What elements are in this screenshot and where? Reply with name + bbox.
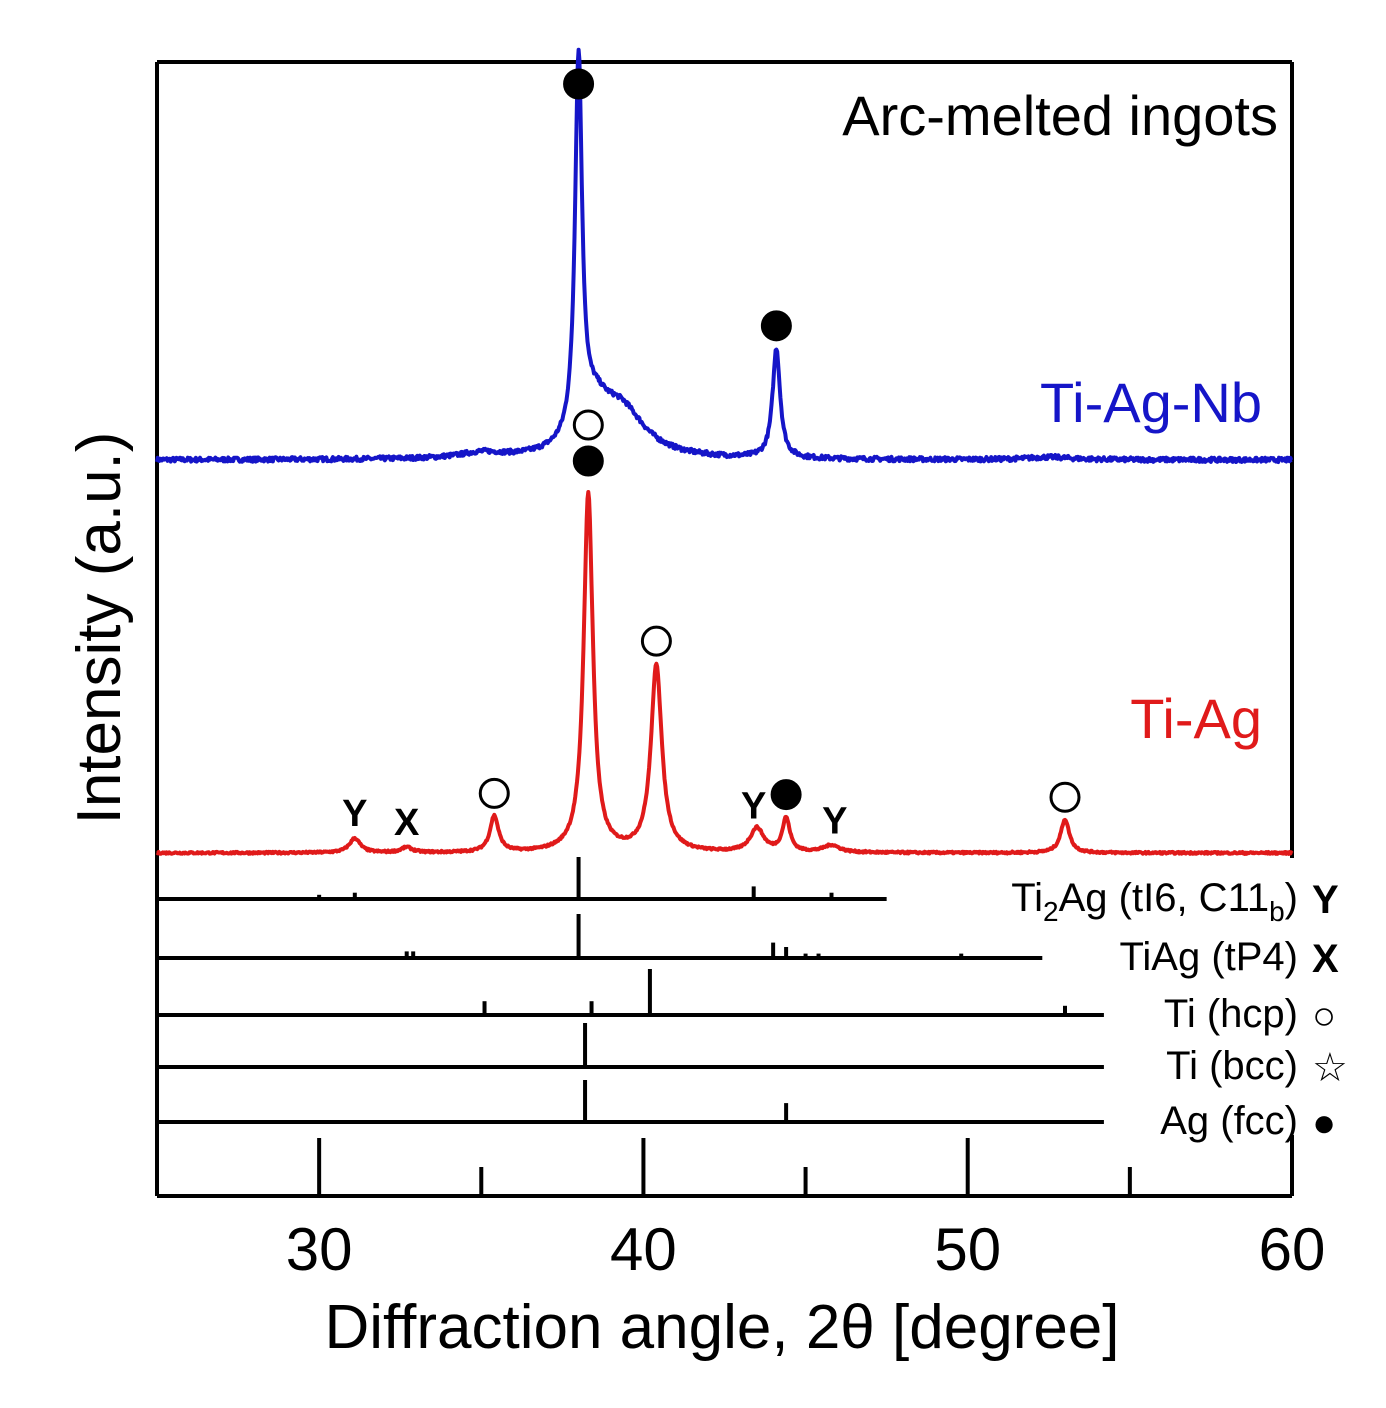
ag-fcc-marker	[760, 310, 792, 342]
ref-label-part: )	[1285, 876, 1298, 920]
x-axis-label: Diffraction angle, 2θ [degree]	[324, 1293, 1119, 1362]
ref-label: Ti2Ag (tI6, C11b)	[1011, 876, 1298, 927]
ref-label: Ag (fcc)	[1160, 1099, 1298, 1143]
ref-pattern-4: Ti (bcc) ☆	[157, 1023, 1348, 1090]
plot-frame	[155, 60, 1294, 1198]
ref-pattern-5: Ag (fcc) ●	[157, 1080, 1336, 1145]
series-label-ti-ag: Ti-Ag	[1130, 687, 1262, 750]
ti-hcp-marker	[478, 777, 510, 809]
ref-symbol: ●	[1312, 1101, 1336, 1145]
phase-letter-marker: Y	[342, 793, 367, 835]
chart-title: Arc-melted ingots	[842, 84, 1278, 147]
ti-hcp-marker	[640, 625, 672, 657]
ref-label-part: b	[1269, 896, 1285, 927]
phase-letter-marker: Y	[741, 785, 766, 827]
ref-label: Ti (bcc)	[1166, 1044, 1298, 1088]
ref-symbol: X	[1312, 937, 1339, 981]
x-tick-label: 30	[286, 1216, 353, 1283]
ref-label-part: Ag (tI6, C11	[1059, 876, 1269, 920]
x-ticks: 30 40 50 60	[286, 1138, 1326, 1283]
ag-fcc-marker	[572, 445, 604, 477]
x-tick-label: 50	[934, 1216, 1001, 1283]
curve-ti-ag	[155, 490, 1294, 856]
y-axis-label: Intensity (a.u.)	[65, 432, 134, 825]
series-label-ti-ag-nb: Ti-Ag-Nb	[1040, 371, 1262, 434]
ti-hcp-marker	[572, 409, 604, 441]
diffraction-curves	[155, 47, 1294, 856]
curve-ti-ag-nb	[155, 47, 1294, 464]
phase-letter-marker: Y	[822, 801, 847, 843]
ag-fcc-marker	[770, 779, 802, 811]
ref-label: TiAg (tP4)	[1119, 935, 1298, 979]
ag-fcc-marker	[563, 68, 595, 100]
ref-label: Ti (hcp)	[1164, 992, 1298, 1036]
ref-label-part: Ti	[1011, 876, 1043, 920]
ref-symbol: Y	[1312, 878, 1339, 922]
ti-hcp-marker	[1049, 781, 1081, 813]
ref-pattern-3: Ti (hcp) ○	[157, 969, 1336, 1038]
x-tick-label: 60	[1259, 1216, 1326, 1283]
ref-pattern-2: TiAg (tP4) X	[157, 914, 1339, 981]
ref-symbol: ○	[1312, 994, 1336, 1038]
x-tick-label: 40	[610, 1216, 677, 1283]
ref-pattern-1: Ti2Ag (tI6, C11b) Y	[157, 857, 1339, 927]
ref-symbol: ☆	[1312, 1046, 1348, 1090]
ref-label-part: 2	[1043, 896, 1059, 927]
phase-letter-marker: X	[394, 802, 420, 844]
